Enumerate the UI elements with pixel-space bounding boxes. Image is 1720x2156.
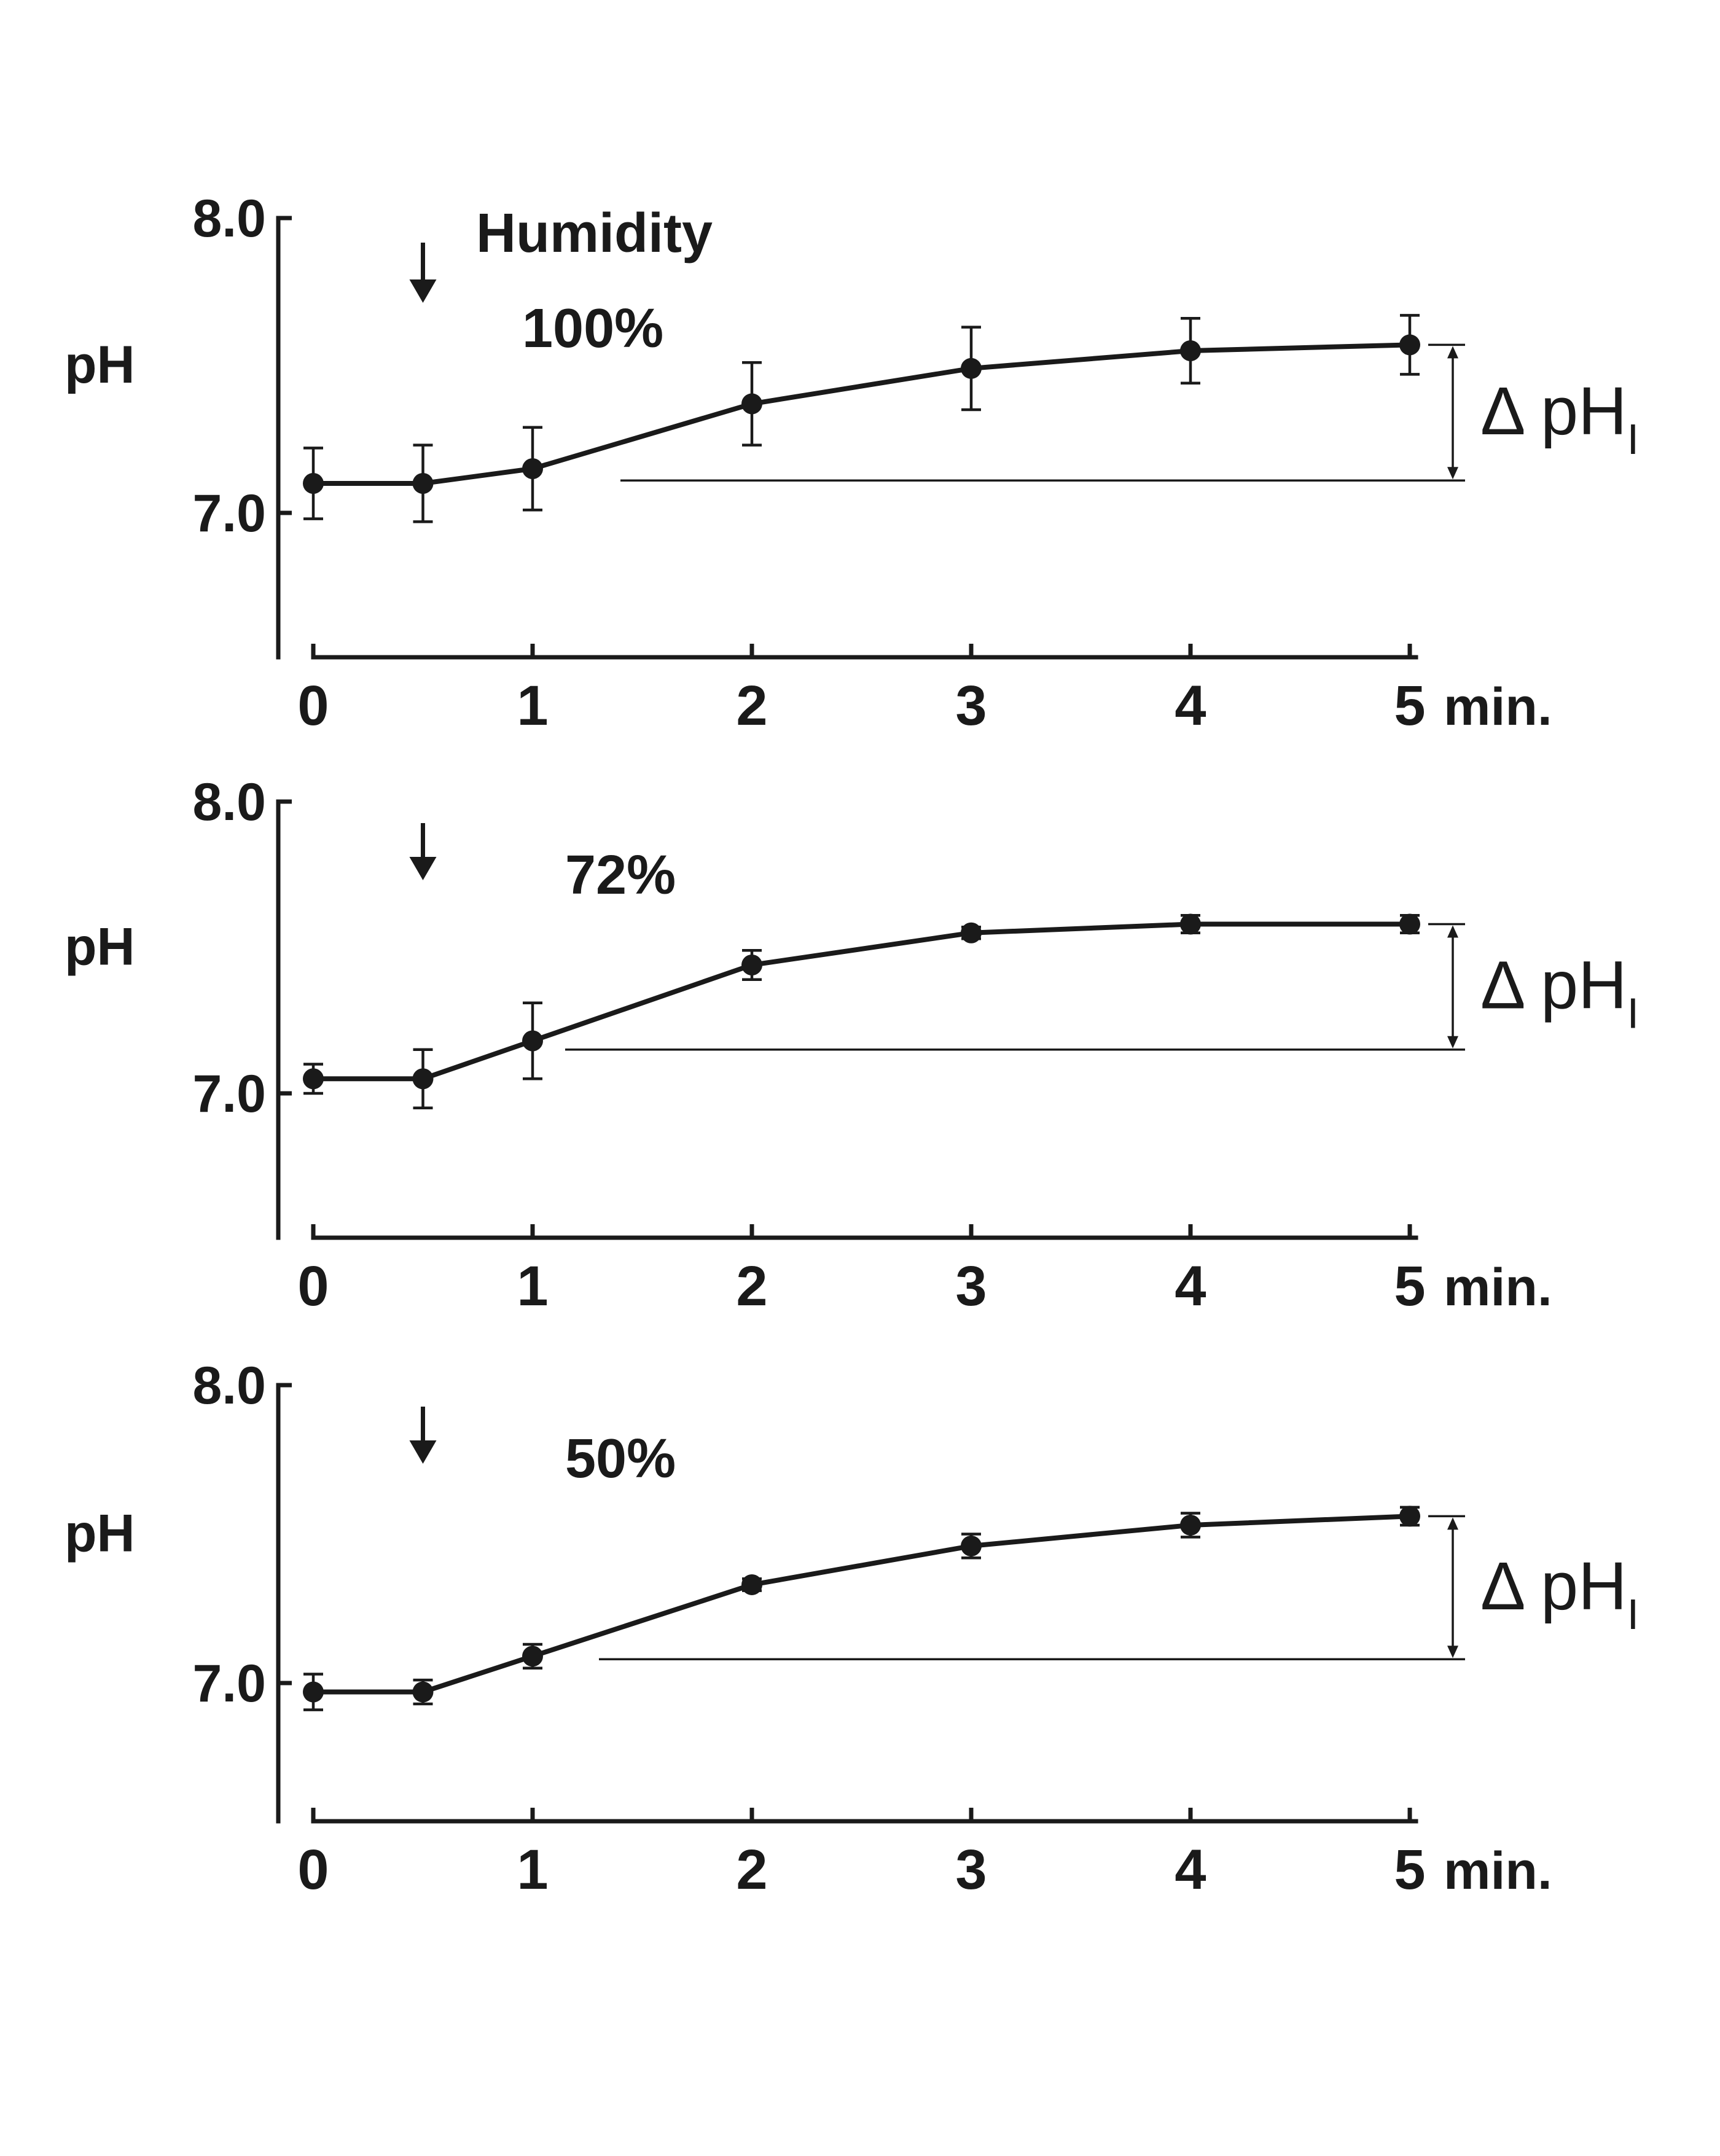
data-point bbox=[1180, 913, 1201, 935]
x-unit-label: min. bbox=[1444, 1842, 1552, 1900]
data-point bbox=[412, 1068, 434, 1090]
data-line bbox=[311, 342, 1412, 486]
x-tick-label: 0 bbox=[297, 1255, 329, 1318]
data-point bbox=[741, 955, 762, 975]
delta-ph-subscript: I bbox=[1627, 415, 1639, 463]
data-point bbox=[961, 357, 982, 379]
x-tick-label: 1 bbox=[517, 1255, 548, 1318]
delta-ph-main: Δ pH bbox=[1480, 948, 1627, 1023]
chart-panel-middle: 8.0 7.0 pH 0 1 2 3 4 5 min. 72% Δ pHI bbox=[64, 773, 1639, 1318]
delta-ph-label: Δ pHI bbox=[1480, 948, 1639, 1037]
delta-ph-subscript: I bbox=[1627, 990, 1639, 1037]
x-tick-label: 1 bbox=[517, 1838, 548, 1901]
data-point bbox=[961, 1535, 982, 1556]
data-point bbox=[741, 393, 762, 415]
data-line bbox=[311, 921, 1412, 1082]
data-point bbox=[303, 473, 324, 494]
arrow-down-icon bbox=[1447, 1646, 1458, 1658]
chart-panel-top: 8.0 7.0 pH 0 1 2 3 4 5 min. Humidity 100% Δ pHI bbox=[64, 189, 1639, 737]
data-point bbox=[412, 473, 434, 494]
x-tick-label: 5 bbox=[1394, 674, 1425, 737]
chart-panel-bottom: 8.0 7.0 pH 0 1 2 3 4 5 min. 50% Δ pHI bbox=[64, 1356, 1639, 1901]
data-point bbox=[303, 1681, 324, 1703]
x-tick-label: 3 bbox=[955, 674, 987, 737]
data-line bbox=[311, 1513, 1412, 1695]
y-tick-label: 7.0 bbox=[192, 484, 266, 543]
data-point bbox=[1399, 334, 1420, 356]
arrow-up-icon bbox=[1447, 1517, 1458, 1530]
arrow-down-icon bbox=[409, 279, 437, 303]
x-tick-label: 4 bbox=[1175, 674, 1206, 737]
data-point bbox=[961, 922, 982, 943]
x-tick-label: 1 bbox=[517, 674, 548, 737]
y-tick-label: 7.0 bbox=[192, 1064, 266, 1123]
data-point bbox=[522, 1646, 543, 1667]
arrow-down-icon bbox=[409, 857, 437, 880]
x-tick-label: 3 bbox=[955, 1255, 987, 1318]
x-unit-label: min. bbox=[1444, 1258, 1552, 1317]
data-point bbox=[522, 458, 543, 479]
x-tick-label: 2 bbox=[736, 1255, 767, 1318]
x-tick-label: 0 bbox=[297, 1838, 329, 1901]
data-point bbox=[1399, 1506, 1420, 1527]
x-tick-label: 4 bbox=[1175, 1838, 1206, 1901]
arrow-down-icon bbox=[409, 1440, 437, 1464]
y-tick-label: 8.0 bbox=[192, 773, 266, 832]
arrow-down-icon bbox=[1447, 1036, 1458, 1049]
delta-ph-main: Δ pH bbox=[1480, 373, 1627, 449]
delta-ph-label: Δ pHI bbox=[1480, 373, 1639, 463]
y-axis-label: pH bbox=[64, 1504, 135, 1563]
y-tick-label: 7.0 bbox=[192, 1654, 266, 1713]
delta-ph-label: Δ pHI bbox=[1480, 1549, 1639, 1638]
arrow-up-icon bbox=[1447, 925, 1458, 938]
y-axis-label: pH bbox=[64, 918, 135, 977]
data-point bbox=[1399, 913, 1420, 935]
x-tick-label: 0 bbox=[297, 674, 329, 737]
chart-title: Humidity bbox=[476, 203, 713, 264]
arrow-down-icon bbox=[1447, 467, 1458, 480]
data-point bbox=[741, 1574, 762, 1595]
data-point bbox=[1180, 1514, 1201, 1536]
humidity-condition-label: 100% bbox=[522, 298, 663, 359]
y-axis-label: pH bbox=[64, 335, 135, 394]
x-tick-label: 5 bbox=[1394, 1838, 1425, 1901]
y-tick-label: 8.0 bbox=[192, 189, 266, 248]
humidity-condition-label: 50% bbox=[565, 1428, 676, 1490]
delta-ph-main: Δ pH bbox=[1480, 1549, 1627, 1624]
x-tick-label: 2 bbox=[736, 1838, 767, 1901]
delta-ph-subscript: I bbox=[1627, 1590, 1639, 1638]
y-tick-label: 8.0 bbox=[192, 1356, 266, 1415]
x-tick-label: 2 bbox=[736, 674, 767, 737]
arrow-up-icon bbox=[1447, 346, 1458, 359]
data-point bbox=[1180, 340, 1201, 361]
x-tick-label: 3 bbox=[955, 1838, 987, 1901]
data-point bbox=[303, 1068, 324, 1090]
x-tick-label: 4 bbox=[1175, 1255, 1206, 1318]
humidity-condition-label: 72% bbox=[565, 845, 676, 906]
x-tick-label: 5 bbox=[1394, 1255, 1425, 1318]
x-unit-label: min. bbox=[1444, 678, 1552, 736]
data-point bbox=[412, 1681, 434, 1703]
data-point bbox=[522, 1030, 543, 1052]
